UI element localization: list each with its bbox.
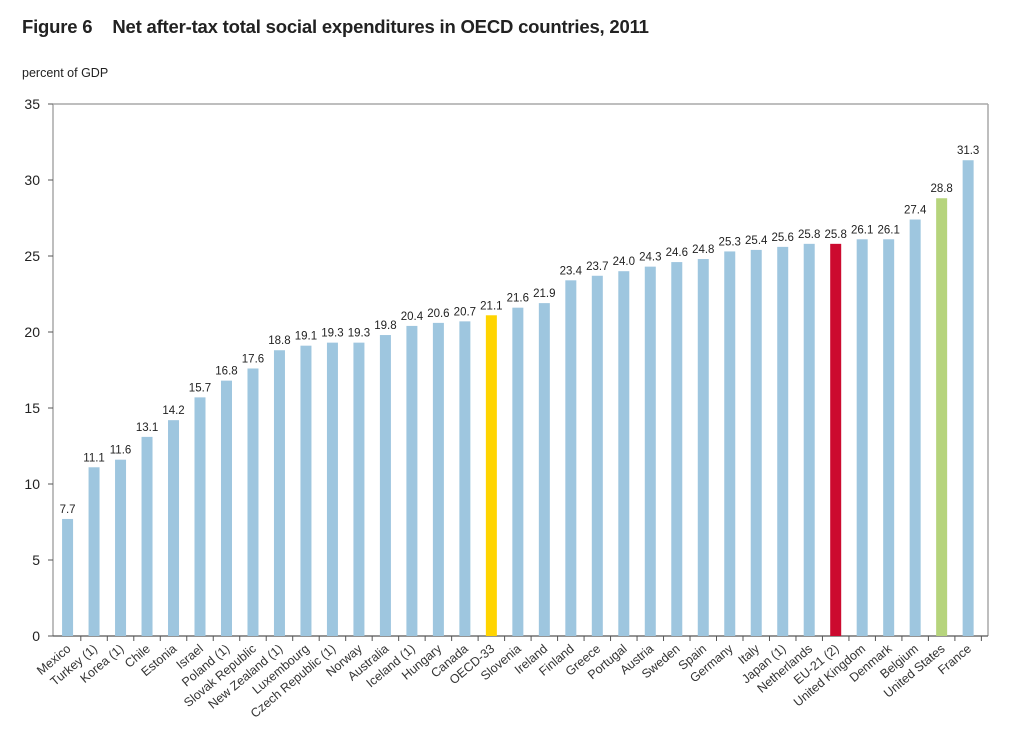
bar [671,262,683,636]
bar [724,251,736,636]
data-label: 20.7 [454,306,476,318]
bar [962,160,974,637]
data-label: 24.0 [613,256,635,268]
y-tick-label: 10 [24,476,40,492]
data-label: 25.8 [825,229,847,241]
data-label: 24.8 [692,244,714,256]
bar [326,342,338,636]
data-label: 26.1 [877,224,899,236]
data-label: 20.4 [401,311,424,323]
bar [591,275,603,636]
data-label: 18.8 [268,335,290,347]
bar [750,249,762,637]
data-label: 24.6 [666,247,688,259]
y-tick-label: 30 [24,172,40,188]
bar [194,397,206,636]
bar [644,266,656,636]
data-label: 21.6 [507,293,529,305]
data-label: 14.2 [162,405,184,417]
bar [777,246,789,636]
bar [115,459,127,636]
data-label: 19.1 [295,331,317,343]
data-label: 21.9 [533,288,555,300]
y-tick-label: 0 [32,628,40,644]
y-tick-label: 15 [24,400,40,416]
bar [406,325,418,636]
data-label: 19.3 [321,328,343,340]
data-label: 25.6 [772,232,794,244]
data-label: 7.7 [60,504,76,516]
data-label: 11.6 [110,445,132,457]
bar [62,518,74,636]
bar [485,315,497,636]
y-axis-unit-label: percent of GDP [22,66,109,80]
data-label: 13.1 [136,422,158,434]
data-label: 25.3 [719,236,741,248]
data-label: 26.1 [851,224,873,236]
bar [565,280,577,636]
data-label: 28.8 [930,183,952,195]
data-label: 15.7 [189,382,211,394]
bar [273,350,285,636]
bar [141,436,153,636]
data-label: 17.6 [242,353,264,365]
figure-title-text: Net after-tax total social expenditures … [112,16,649,37]
bar [618,271,630,636]
figure-title: Figure 6 Net after-tax total social expen… [22,16,649,38]
data-label: 16.8 [215,366,237,378]
bar [300,345,312,636]
bar [379,335,391,636]
bar [247,368,259,636]
data-label: 25.8 [798,229,820,241]
y-axis: 0 5 10 15 20 25 30 35 [24,96,53,644]
data-label: 20.6 [427,308,449,320]
bar [856,239,868,636]
bar [432,322,444,636]
bar [803,243,815,636]
bar [830,243,842,636]
bar [459,321,471,636]
data-label: 23.7 [586,261,608,273]
data-label: 23.4 [560,265,583,277]
data-label: 25.4 [745,235,768,247]
y-tick-label: 25 [24,248,40,264]
figure-number: Figure 6 [22,16,93,37]
bar [168,420,180,636]
bars: 7.7 11.1 11.6 13.1 14.2 15.7 16.8 17.6 18.8 19.1 1… [60,145,979,637]
data-label: 19.3 [348,328,370,340]
data-label: 11.1 [83,452,105,464]
y-tick-label: 20 [24,324,40,340]
bar [697,259,709,636]
bar [512,307,524,636]
bar [936,198,948,637]
bar [909,219,921,636]
data-label: 24.3 [639,252,661,264]
bar [538,303,550,636]
bar [883,239,895,636]
bar [220,380,232,636]
y-tick-label: 35 [24,96,40,112]
y-tick-label: 5 [32,552,40,568]
bar [88,467,100,636]
bar [353,342,365,636]
data-label: 21.1 [480,300,502,312]
data-label: 27.4 [904,205,927,217]
data-label: 19.8 [374,320,396,332]
data-label: 31.3 [957,145,979,157]
